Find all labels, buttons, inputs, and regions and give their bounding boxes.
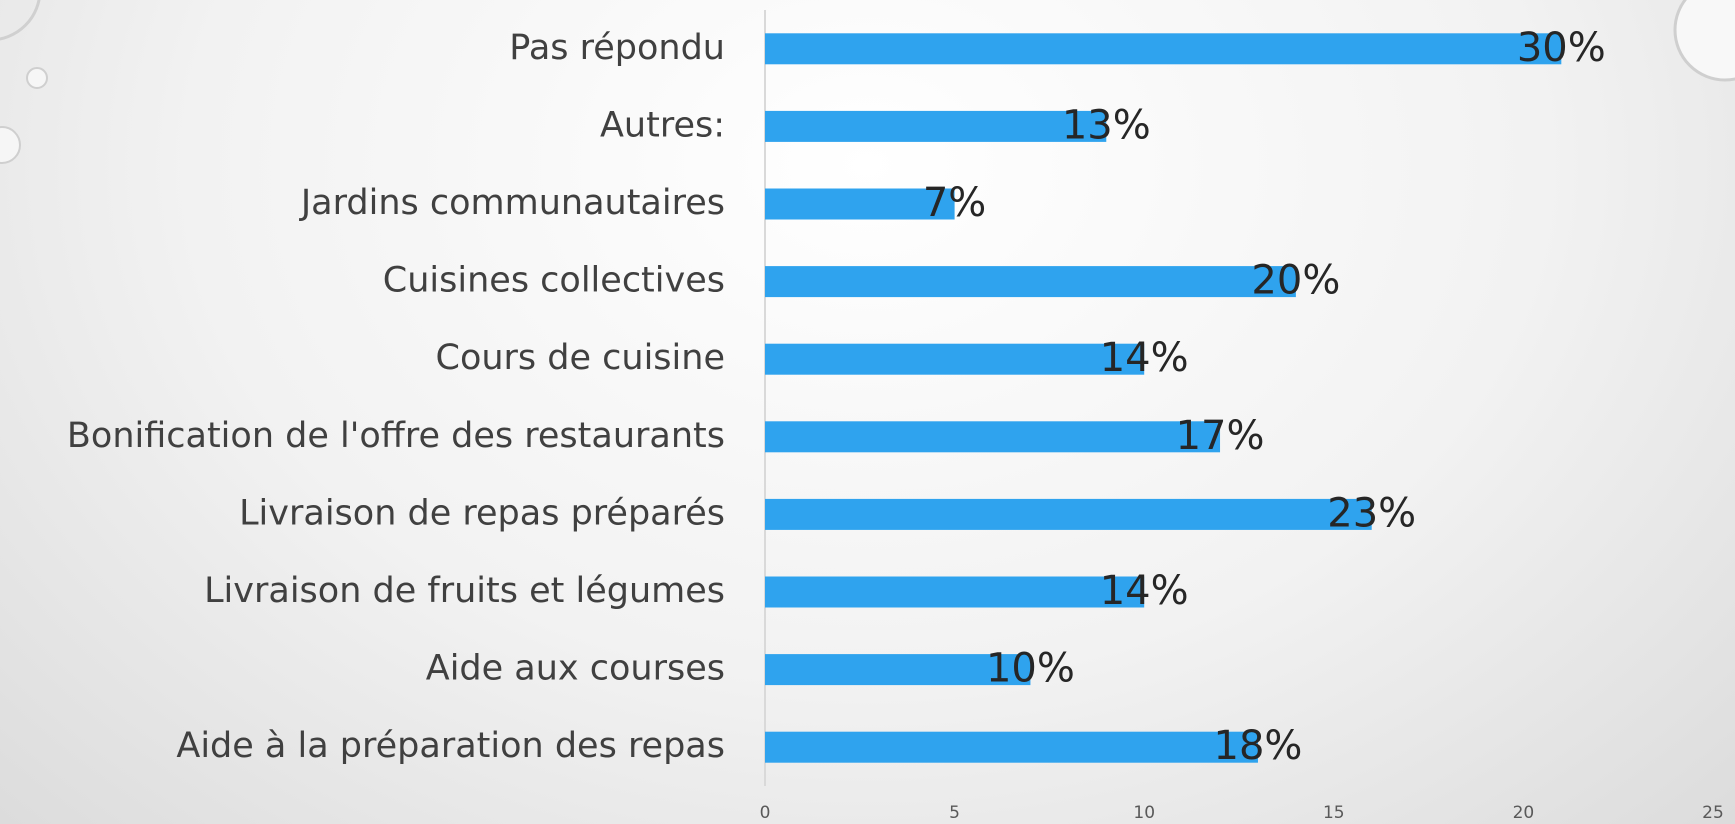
data-label: 20% [1251, 258, 1340, 304]
data-label: 13% [1062, 102, 1151, 148]
x-tick-label: 15 [1323, 803, 1345, 823]
x-tick-label: 10 [1133, 803, 1155, 823]
bar [765, 731, 1258, 763]
decor-drop [0, 0, 41, 41]
bar [765, 498, 1372, 530]
y-tick-label: Cours de cuisine [436, 338, 726, 378]
bar [765, 421, 1221, 453]
data-label: 14% [1100, 568, 1189, 614]
decor-drop [0, 126, 21, 164]
y-tick-label: Aide aux courses [426, 649, 725, 689]
y-tick-label: Jardins communautaires [299, 183, 725, 223]
y-tick-label: Autres: [600, 105, 725, 145]
bar [765, 33, 1562, 65]
data-label: 14% [1100, 335, 1189, 381]
y-tick-label: Livraison de repas préparés [239, 493, 725, 533]
data-label: 18% [1214, 723, 1303, 769]
x-tick-label: 25 [1702, 803, 1724, 823]
y-tick-label: Pas répondu [509, 28, 725, 68]
bar [765, 343, 1145, 375]
data-label: 10% [986, 646, 1075, 692]
y-tick-label: Livraison de fruits et légumes [204, 571, 725, 611]
bar [765, 654, 1031, 686]
y-tick-label: Aide à la préparation des repas [176, 726, 725, 766]
bar [765, 110, 1107, 142]
bar [765, 188, 955, 220]
y-tick-label: Bonification de l'offre des restaurants [67, 416, 725, 456]
decor-drop [26, 67, 48, 89]
data-label: 17% [1176, 413, 1265, 459]
x-tick-label: 5 [949, 803, 960, 823]
x-tick-label: 20 [1513, 803, 1535, 823]
x-tick-label: 0 [760, 803, 771, 823]
data-label: 30% [1517, 25, 1606, 71]
bar [765, 576, 1145, 608]
data-label: 7% [923, 180, 986, 226]
bar [765, 266, 1296, 298]
decor-drop [1673, 0, 1735, 82]
data-label: 23% [1327, 490, 1416, 536]
y-tick-label: Cuisines collectives [383, 261, 725, 301]
